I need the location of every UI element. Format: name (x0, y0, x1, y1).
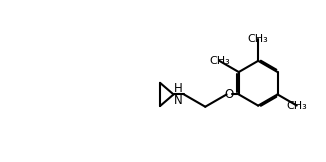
Text: CH₃: CH₃ (286, 100, 307, 110)
Text: H
N: H N (173, 82, 182, 107)
Text: O: O (225, 88, 234, 101)
Text: CH₃: CH₃ (209, 56, 230, 66)
Text: CH₃: CH₃ (248, 34, 269, 44)
